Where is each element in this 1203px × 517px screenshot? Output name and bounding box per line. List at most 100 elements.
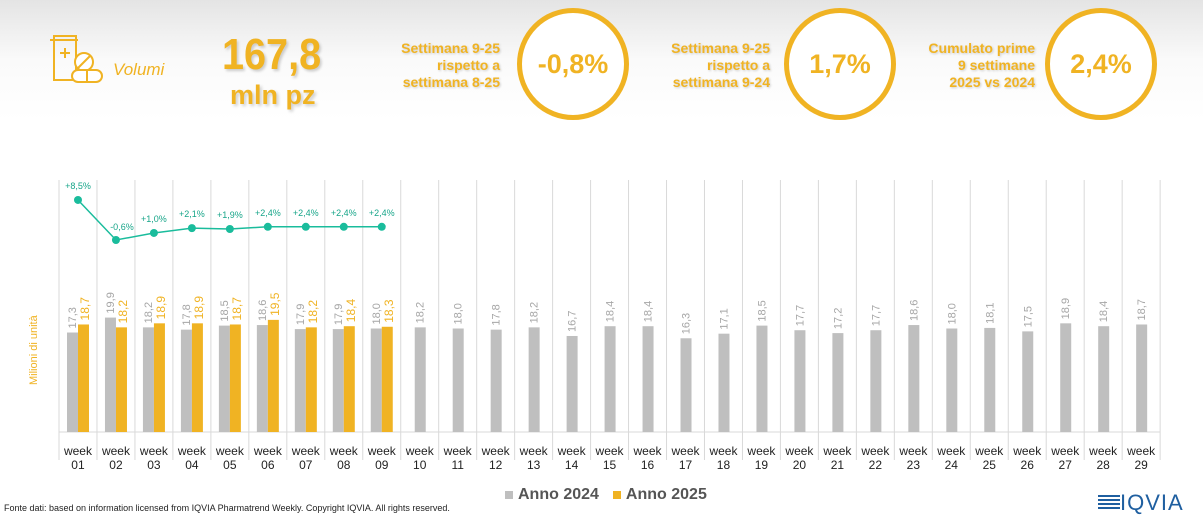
bar-2024 — [180, 329, 192, 432]
x-tick-label: 26 — [1021, 458, 1035, 472]
data-label-2024: 17,9 — [295, 304, 307, 325]
data-label-2024: 18,1 — [984, 303, 996, 324]
growth-point — [301, 222, 310, 231]
kpi-3-value: 2,4% — [1045, 8, 1157, 120]
x-tick-label: week — [746, 444, 776, 458]
x-tick-label: week — [443, 444, 473, 458]
data-label-2025: 18,4 — [344, 299, 358, 323]
x-tick-label: week — [1088, 444, 1118, 458]
growth-point — [187, 224, 196, 233]
bar-2024 — [1022, 331, 1034, 432]
growth-point — [111, 236, 120, 244]
x-tick-label: 20 — [793, 458, 807, 472]
chart: Milioni di unitàweek01week02week03week04… — [28, 180, 1161, 472]
data-label-2025: 19,5 — [268, 292, 282, 316]
data-label-2024: 19,9 — [105, 292, 117, 313]
growth-point — [73, 195, 82, 204]
data-label-2024: 17,7 — [794, 305, 806, 326]
bar-2024 — [490, 329, 502, 432]
legend: Anno 2024 Anno 2025 — [505, 486, 707, 504]
bar-2024 — [1136, 324, 1148, 432]
data-label-2024: 18,4 — [643, 301, 655, 322]
bar-2024 — [984, 327, 996, 432]
bar-2024 — [370, 328, 382, 432]
data-label-2024: 17,1 — [718, 308, 730, 329]
data-label-2025: 18,9 — [154, 296, 168, 320]
kpi-2-value: 1,7% — [784, 8, 896, 120]
x-tick-label: 11 — [451, 458, 464, 472]
x-tick-label: week — [708, 444, 738, 458]
bar-2024 — [218, 325, 230, 432]
bar-2024 — [1060, 323, 1072, 432]
x-tick-label: week — [974, 444, 1004, 458]
x-tick-label: 10 — [413, 458, 427, 472]
bar-2025 — [191, 323, 203, 432]
legend-2024: Anno 2024 — [505, 486, 599, 504]
growth-label: +1,0% — [141, 214, 167, 224]
bar-2024 — [414, 327, 426, 432]
bar-2024 — [332, 329, 344, 432]
bar-2024 — [794, 330, 806, 432]
data-label-2024: 17,8 — [491, 304, 503, 325]
bar-2025 — [115, 327, 127, 432]
x-tick-label: 18 — [717, 458, 731, 472]
growth-label: +1,9% — [217, 210, 243, 220]
bar-2024 — [680, 338, 692, 432]
x-tick-label: 25 — [983, 458, 997, 472]
x-tick-label: 09 — [375, 458, 389, 472]
x-tick-label: week — [405, 444, 435, 458]
x-tick-label: week — [557, 444, 587, 458]
bar-2024 — [642, 326, 654, 432]
data-label-2025: 18,2 — [306, 300, 320, 324]
x-tick-label: week — [595, 444, 625, 458]
data-label-2024: 18,0 — [453, 303, 465, 324]
bar-2024 — [528, 327, 540, 432]
x-tick-label: 28 — [1096, 458, 1110, 472]
x-tick-label: week — [1050, 444, 1080, 458]
x-tick-label: week — [860, 444, 890, 458]
x-tick-label: week — [101, 444, 131, 458]
bar-2025 — [229, 324, 241, 432]
growth-point — [149, 228, 158, 237]
data-label-2024: 18,6 — [257, 300, 269, 321]
bar-2025 — [381, 326, 393, 432]
growth-label: +2,1% — [179, 209, 205, 219]
x-tick-label: week — [177, 444, 207, 458]
bar-2024 — [718, 333, 730, 432]
x-tick-label: 19 — [755, 458, 769, 472]
x-tick-label: week — [139, 444, 169, 458]
y-axis-label: Milioni di unità — [28, 314, 40, 385]
data-label-2024: 18,4 — [1098, 301, 1110, 322]
data-label-2024: 18,2 — [529, 302, 541, 323]
x-tick-label: week — [936, 444, 966, 458]
x-tick-label: 24 — [945, 458, 959, 472]
data-label-2024: 18,6 — [908, 300, 920, 321]
data-label-2024: 18,0 — [371, 303, 383, 324]
growth-point — [377, 222, 386, 231]
data-label-2024: 17,7 — [870, 305, 882, 326]
bar-2025 — [267, 319, 279, 432]
kpi-1-label: Settimana 9-25 rispetto a settimana 8-25 — [401, 40, 500, 90]
x-tick-label: week — [481, 444, 511, 458]
x-tick-label: 01 — [71, 458, 85, 472]
bar-2025 — [153, 323, 165, 432]
bar-2024 — [870, 330, 882, 432]
x-tick-label: 16 — [641, 458, 655, 472]
data-label-2024: 16,3 — [681, 313, 693, 334]
x-tick-label: 03 — [147, 458, 161, 472]
data-label-2024: 17,8 — [181, 304, 193, 325]
x-tick-label: 05 — [223, 458, 237, 472]
total-value: 167,8 — [222, 30, 322, 79]
kpi-1-value: -0,8% — [517, 8, 629, 120]
x-tick-label: week — [253, 444, 283, 458]
bar-2024 — [142, 327, 154, 432]
x-tick-label: 13 — [527, 458, 541, 472]
x-tick-label: 07 — [299, 458, 313, 472]
bar-2024 — [67, 332, 78, 432]
medicine-icon — [50, 35, 103, 83]
data-label-2025: 18,7 — [230, 297, 244, 321]
source-note: Fonte dati: based on information license… — [4, 503, 450, 513]
x-tick-label: week — [291, 444, 321, 458]
kpi-2-label: Settimana 9-25 rispetto a settimana 9-24 — [671, 40, 770, 90]
bar-2024 — [1098, 326, 1110, 432]
